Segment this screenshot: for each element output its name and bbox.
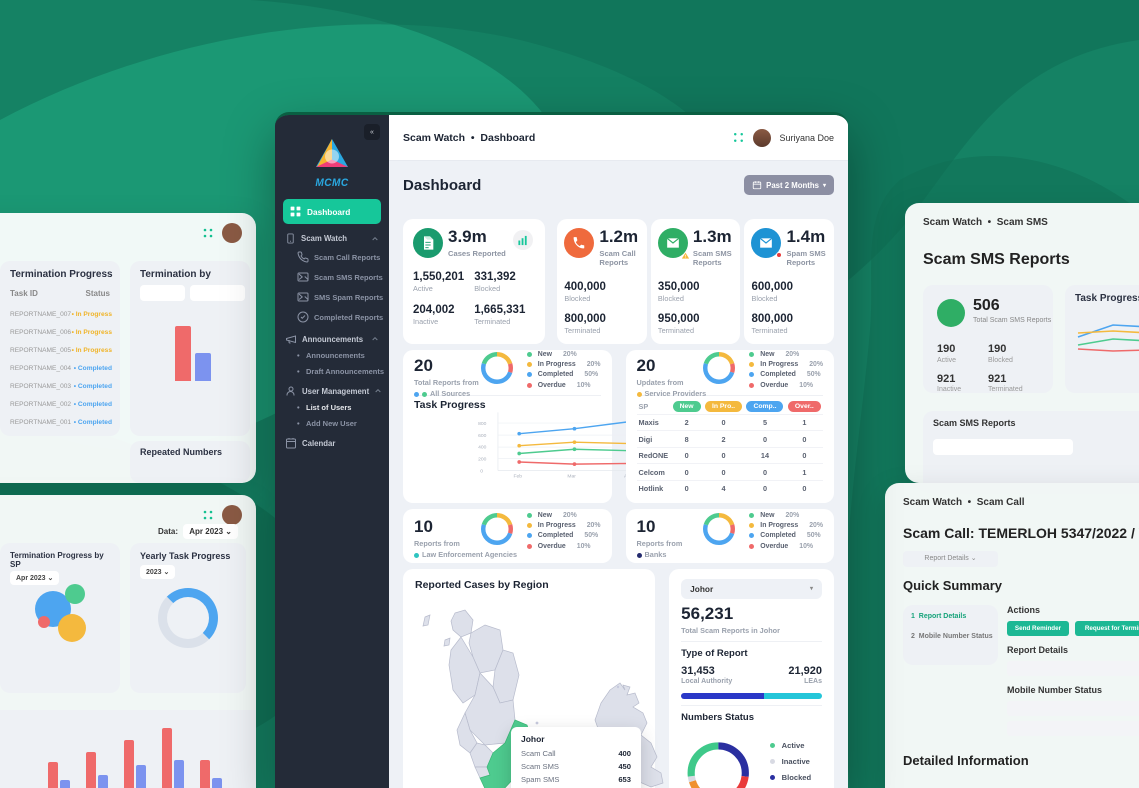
svg-text:0: 0 <box>480 468 483 474</box>
svg-text:400: 400 <box>478 444 486 450</box>
svg-text:Feb: Feb <box>514 473 523 478</box>
svg-text:800: 800 <box>478 421 486 427</box>
svg-text:200: 200 <box>478 456 486 462</box>
svg-text:600: 600 <box>478 433 486 439</box>
svg-text:Mar: Mar <box>567 473 576 478</box>
